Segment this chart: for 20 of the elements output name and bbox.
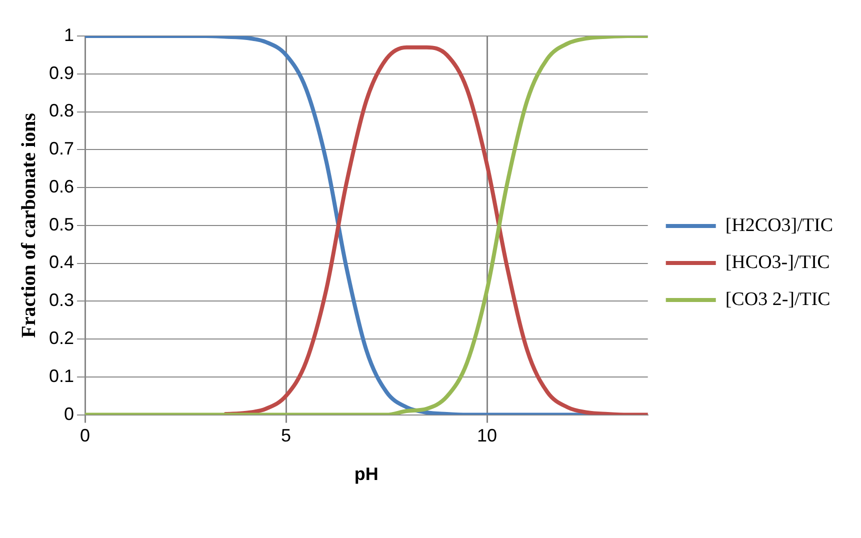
y-tick-label: 0.5: [48, 214, 74, 234]
y-tick-label: 0.1: [48, 366, 74, 386]
y-tick-label: 0.7: [48, 138, 74, 159]
legend-label: [CO3 2-]/TIC: [725, 288, 830, 310]
legend-label: [H2CO3]/TIC: [725, 214, 833, 236]
y-tick-label: 0.2: [48, 328, 74, 348]
y-tick-label: 0: [64, 404, 74, 424]
x-tick-label: 10: [477, 426, 498, 446]
y-tick-label: 0.8: [48, 100, 74, 121]
line-series: [224, 45, 648, 415]
y-tick-label: 0.4: [48, 252, 74, 272]
y-tick-label: 0.3: [48, 290, 74, 310]
x-tick-label: 0: [80, 426, 90, 446]
legend-label: [HCO3-]/TIC: [725, 252, 830, 273]
y-tick-label: 0.6: [48, 176, 74, 196]
y-tick-label: 0.9: [48, 62, 74, 83]
y-tick-label: 1: [64, 24, 74, 45]
x-axis-title: pH: [354, 464, 378, 484]
y-axis-title: Fraction of carbonate ions: [18, 112, 40, 338]
x-tick-label: 5: [281, 426, 292, 446]
